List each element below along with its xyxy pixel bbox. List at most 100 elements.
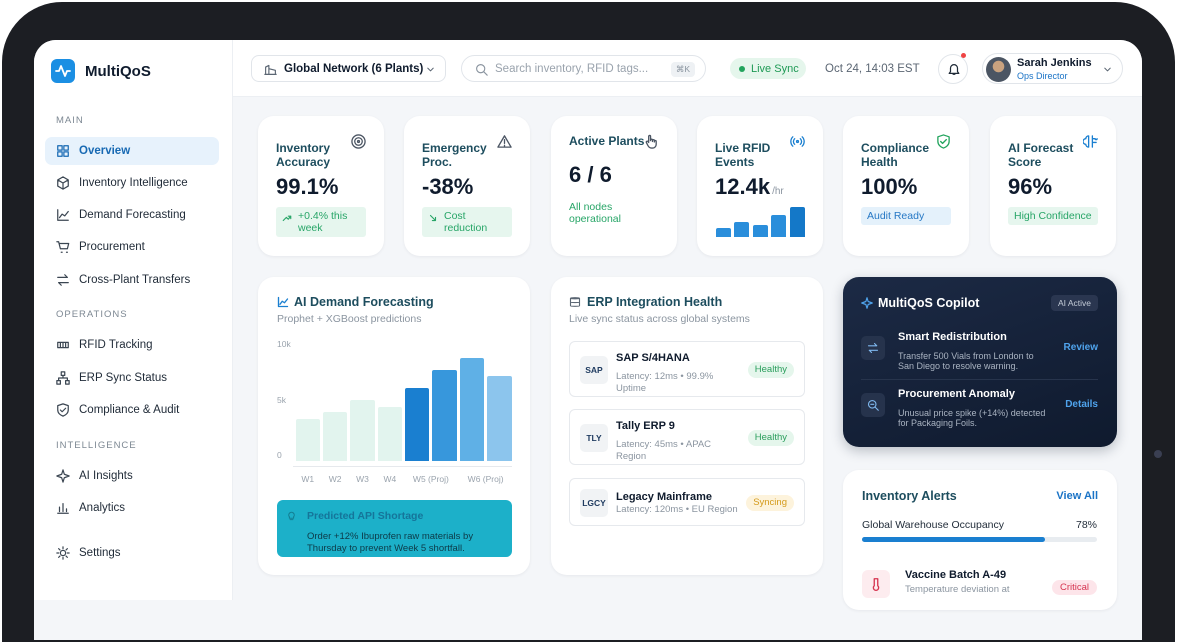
logo-icon [51, 59, 75, 83]
x-tick-label: W2 [328, 474, 342, 484]
erp-code-box: SAP [580, 356, 608, 384]
nav-icon-shape [57, 503, 69, 514]
x-tick-label: W5 (Proj) [412, 474, 449, 484]
nav-icon-shape [56, 469, 70, 483]
panel-title: Inventory Alerts [862, 489, 957, 503]
nav-label: Demand Forecasting [79, 209, 186, 221]
nav-item[interactable]: Compliance & Audit [45, 396, 219, 424]
notifications-button[interactable] [938, 54, 968, 84]
erp-detail: Latency: 45ms • APAC Region [616, 439, 712, 462]
nav-item[interactable]: Procurement [45, 233, 219, 261]
nav-item[interactable]: Demand Forecasting [45, 201, 219, 229]
kpi-icon [645, 134, 657, 149]
kpi-card: Compliance Health 100% Audit Ready [843, 116, 969, 256]
nav-icon-shape [56, 546, 70, 560]
header: Global Network (6 Plants) Search inventor… [233, 40, 1142, 97]
copilot-item-action[interactable]: Details [1065, 399, 1098, 410]
erp-status: Syncing [746, 495, 794, 511]
copilot-item-text: Unusual price spike (+14%) detected for … [898, 407, 1046, 429]
bar [459, 357, 485, 461]
separator [861, 379, 1098, 380]
panel-icon-shape [861, 297, 873, 309]
nav-item[interactable]: Settings [45, 539, 219, 567]
alert-item-icon [862, 570, 890, 598]
copilot-item-action[interactable]: Review [1063, 342, 1098, 353]
x-tick-label: W4 [383, 474, 397, 484]
shortcut-chip: ⌘K [671, 62, 695, 77]
bar [295, 418, 320, 461]
sync-label: Live Sync [751, 63, 799, 75]
sparkline-bar [716, 228, 731, 237]
erp-name: SAP S/4HANA [616, 352, 690, 364]
nav-label: RFID Tracking [79, 339, 153, 351]
kpi-label: AI Forecast Score [1008, 141, 1074, 169]
kpi-icon-shape [645, 134, 657, 149]
erp-code-box: TLY [580, 424, 608, 452]
alert-icon-shape [872, 578, 880, 591]
nav-icon-shape [57, 341, 69, 349]
erp-code: SAP [585, 365, 603, 375]
y-tick-label: 0 [277, 450, 282, 460]
nav-label: Overview [79, 145, 131, 157]
nav-icon [57, 403, 69, 417]
sparkline-bar [789, 207, 805, 237]
occupancy-fill [862, 537, 1046, 542]
kpi-icon-shape [937, 134, 950, 149]
alert-icon [288, 511, 295, 521]
plant-selector[interactable]: Global Network (6 Plants) [251, 55, 446, 82]
occupancy-track [862, 537, 1097, 542]
panel-icon-shape [569, 297, 581, 307]
copilot-badge: AI Active [1051, 295, 1098, 311]
nav-icon [57, 341, 69, 349]
bar [432, 369, 457, 461]
kpi-label: Active Plants [569, 134, 645, 148]
bar [487, 375, 512, 461]
kpi-badge-text: Audit Ready [867, 210, 925, 222]
nav-item[interactable]: Overview [45, 137, 219, 165]
nav-item[interactable]: RFID Tracking [45, 331, 219, 359]
nav-icon [57, 209, 69, 221]
kpi-badge-text: High Confidence [1014, 210, 1092, 222]
user-role: Ops Director [1017, 70, 1068, 81]
nav-label: Procurement [79, 241, 145, 253]
plant-icon-shape [264, 64, 277, 75]
occupancy-value: 78% [1075, 519, 1097, 531]
kpi-badge: +0.4% this week [276, 207, 366, 237]
nav-item[interactable]: Analytics [45, 494, 219, 522]
chevron [427, 67, 434, 72]
kpi-label: Inventory Accuracy [276, 141, 331, 169]
nav-item[interactable]: Cross-Plant Transfers [45, 266, 219, 294]
erp-code: TLY [586, 433, 602, 443]
nav-item[interactable]: AI Insights [45, 462, 219, 490]
nav-item[interactable]: Inventory Intelligence [45, 169, 219, 197]
nav-icon [56, 371, 70, 385]
copilot-panel: MultiQoS Copilot AI Active Smart Redistrib… [843, 277, 1117, 447]
alert-title: Predicted API Shortage [307, 510, 424, 522]
sparkline-bar [752, 225, 768, 237]
x-tick-label: W1 [301, 474, 315, 484]
nav-label: AI Insights [79, 470, 133, 482]
kpi-value: 6 / 6 [569, 162, 612, 187]
nav-label: Cross-Plant Transfers [79, 274, 191, 286]
search-box[interactable]: Search inventory, RFID tags... ⌘K [461, 55, 706, 82]
alert-text: Order +12% Ibuprofen raw materials by Th… [307, 531, 474, 554]
erp-name: Legacy Mainframe [616, 491, 712, 503]
nav-icon-shape [57, 274, 69, 286]
copilot-badge-label: AI Active [1057, 298, 1092, 308]
nav-icon-shape [57, 145, 69, 157]
alert-icon [872, 578, 880, 591]
nav-icon [56, 241, 70, 253]
x-axis-line [293, 466, 512, 467]
nav-icon [56, 469, 70, 483]
copilot-item-icon [861, 336, 885, 360]
view-all-link[interactable]: View All [1056, 490, 1098, 502]
kpi-icon [937, 134, 950, 149]
user-menu[interactable]: Sarah Jenkins Ops Director [982, 53, 1123, 84]
erp-detail: Latency: 12ms • 99.9% Uptime [616, 371, 714, 394]
erp-code: LGCY [582, 498, 606, 508]
kpi-card: Active Plants 6 / 6 All nodes operational [551, 116, 677, 256]
bar [322, 412, 348, 461]
datetime: Oct 24, 14:03 EST [825, 63, 920, 75]
nav-item[interactable]: ERP Sync Status [45, 364, 219, 392]
